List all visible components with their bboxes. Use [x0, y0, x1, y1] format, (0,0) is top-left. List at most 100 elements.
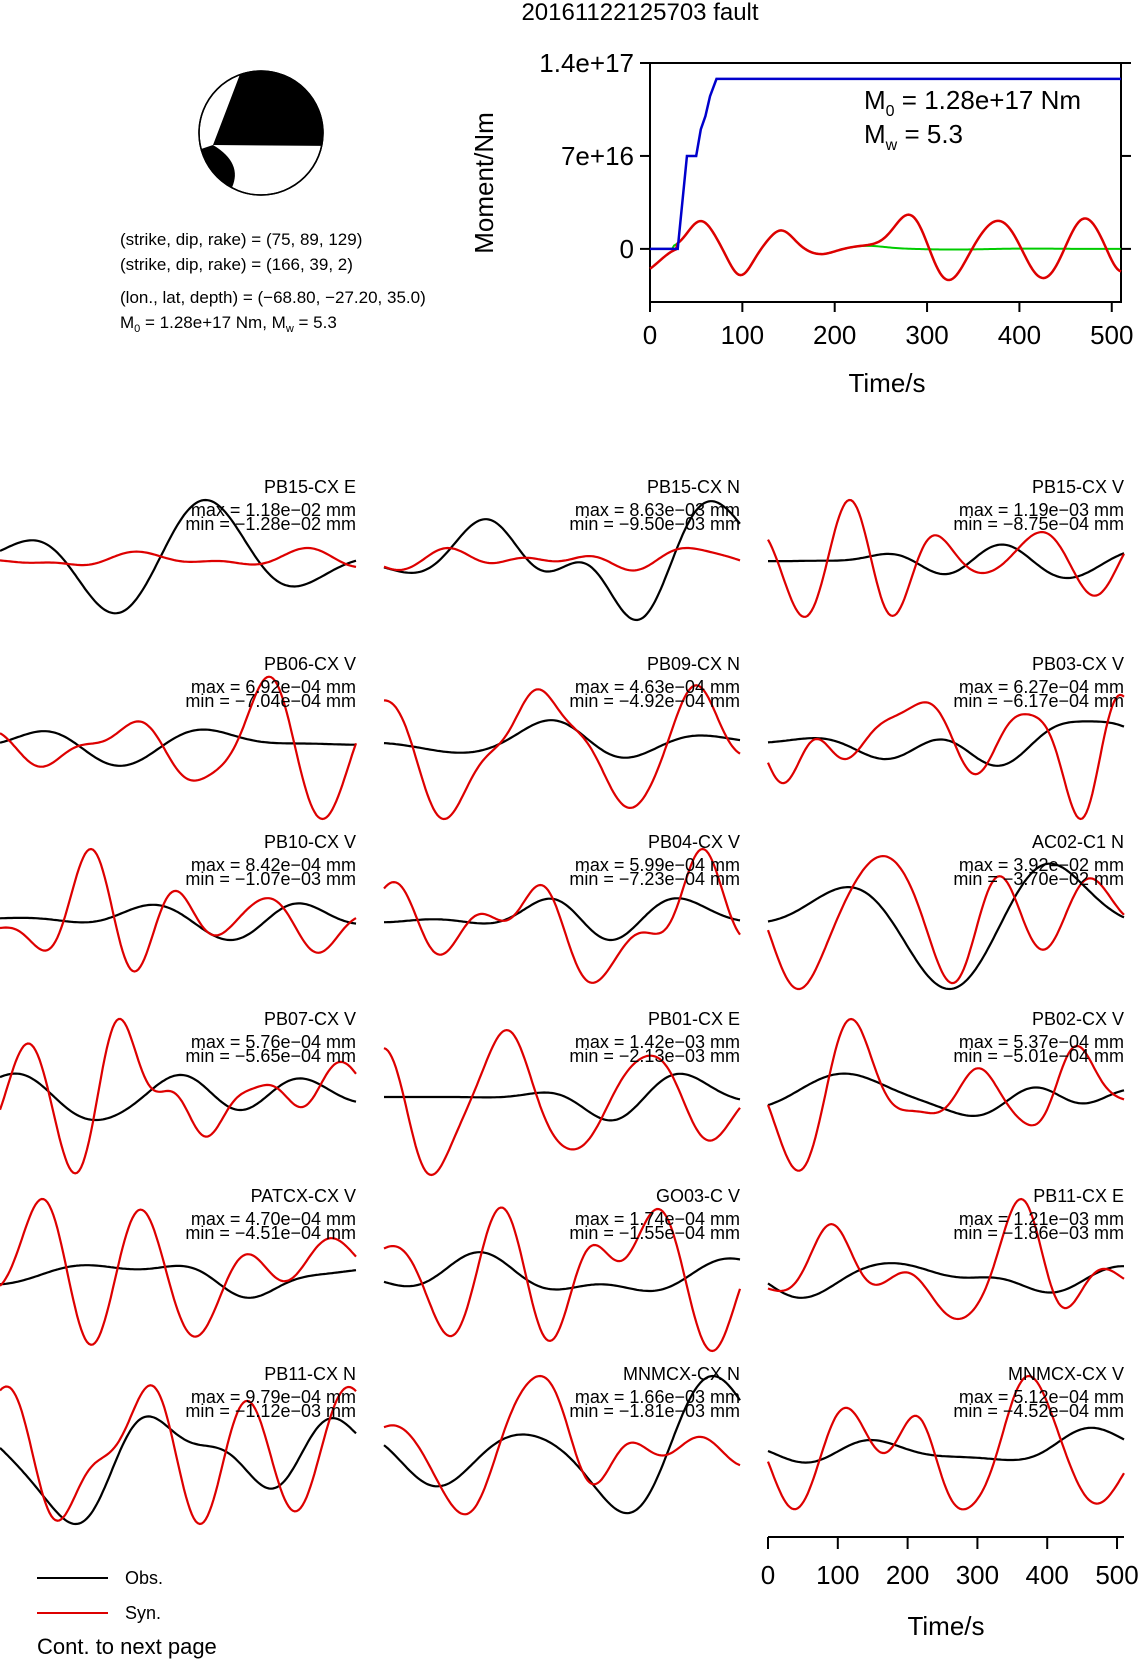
station-min: min = −1.86e−03 mm — [953, 1223, 1124, 1243]
moment-x-tick-label: 200 — [813, 320, 856, 350]
obs-waveform — [384, 1072, 741, 1122]
station-max: max = 6.27e−04 mm — [959, 677, 1124, 697]
station-min: min = −6.17e−04 mm — [953, 691, 1124, 711]
moment-x-ticks: 0 100 200 300 400 500 — [643, 302, 1133, 350]
station-name: MNMCX-CX V — [1008, 1364, 1124, 1384]
obs-waveform — [383, 719, 741, 759]
obs-waveform — [768, 543, 1125, 580]
station-max: max = 8.42e−04 mm — [191, 855, 356, 875]
station-min: min = −1.81e−03 mm — [569, 1401, 740, 1421]
station-min: min = −5.01e−04 mm — [953, 1046, 1124, 1066]
station-max: max = 6.92e−04 mm — [191, 677, 356, 697]
station-max: max = 5.37e−04 mm — [959, 1032, 1124, 1052]
moment-mw-annotation: Mw = 5.3 — [864, 119, 963, 154]
station-min: min = −2.13e−03 mm — [569, 1046, 740, 1066]
station-max: max = 1.19e−03 mm — [959, 500, 1124, 520]
obs-waveform — [384, 897, 741, 942]
station-name: PB04-CX V — [648, 832, 740, 852]
obs-waveform — [383, 1251, 741, 1293]
obs-waveform — [0, 1264, 357, 1299]
station-max: max = 4.70e−04 mm — [191, 1209, 356, 1229]
station-max: max = 5.76e−04 mm — [191, 1032, 356, 1052]
station-max: max = 1.42e−03 mm — [575, 1032, 740, 1052]
legend-syn-label: Syn. — [125, 1603, 161, 1623]
station-min: min = −4.92e−04 mm — [569, 691, 740, 711]
station-max: max = 1.66e−03 mm — [575, 1387, 740, 1407]
syn-waveform — [766, 1374, 1125, 1511]
station-min: min = −1.55e−04 mm — [569, 1223, 740, 1243]
syn-waveform — [0, 1017, 357, 1175]
syn-waveform — [383, 847, 741, 984]
station-name: PB06-CX V — [264, 654, 356, 674]
station-min: min = −1.12e−03 mm — [185, 1401, 356, 1421]
syn-waveform — [0, 847, 357, 973]
syn-waveform — [383, 1206, 742, 1353]
beach-ball-compression-upper — [213, 71, 323, 146]
station-max: max = 8.63e−03 mm — [575, 500, 740, 520]
station-min: min = −9.50e−03 mm — [569, 514, 740, 534]
syn-waveform — [767, 1197, 1125, 1321]
station-name: PB11-CX N — [264, 1364, 356, 1384]
moment-y-tick-label: 7e+16 — [561, 141, 634, 171]
syn-waveform — [766, 1017, 1125, 1172]
obs-waveform — [0, 1415, 357, 1526]
station-name: PB01-CX E — [648, 1009, 740, 1029]
station-min: min = −3.70e−02 mm — [953, 869, 1124, 889]
moment-x-tick-label: 0 — [643, 320, 657, 350]
moment-y-tick-label: 1.4e+17 — [539, 48, 634, 78]
syn-waveform — [0, 1384, 357, 1526]
syn-waveform — [0, 675, 358, 821]
syn-waveform — [383, 546, 741, 572]
beach-ball-compression-lower — [201, 145, 235, 188]
moment-y-ticks: 0 7e+16 1.4e+17 — [539, 48, 1131, 264]
station-max: max = 9.79e−04 mm — [191, 1387, 356, 1407]
syn-waveform — [383, 1374, 741, 1516]
station-name: PATCX-CX V — [251, 1186, 356, 1206]
obs-waveform — [767, 1426, 1125, 1464]
syn-waveform — [383, 1028, 741, 1177]
waveform-time-axis: Time/s 0 100 200 300 400 500 — [761, 1536, 1139, 1641]
waveform-x-tick-label: 400 — [1026, 1560, 1069, 1590]
obs-waveform — [767, 862, 1125, 991]
station-name: PB10-CX V — [264, 832, 356, 852]
station-max: max = 5.12e−04 mm — [959, 1387, 1124, 1407]
obs-waveform — [767, 1262, 1124, 1299]
waveform-x-tick-label: 100 — [816, 1560, 859, 1590]
station-max: max = 4.63e−04 mm — [575, 677, 740, 697]
waveform-x-tick-label: 500 — [1095, 1560, 1138, 1590]
station-min: min = −4.52e−04 mm — [953, 1401, 1124, 1421]
magnitude-line: M0 = 1.28e+17 Nm, Mw = 5.3 — [120, 313, 337, 335]
syn-waveform — [0, 1197, 357, 1346]
mechanism-line-2: (strike, dip, rake) = (166, 39, 2) — [120, 255, 353, 274]
syn-waveform — [0, 546, 357, 568]
station-name: PB02-CX V — [1032, 1009, 1124, 1029]
station-name: GO03-C V — [656, 1186, 740, 1206]
moment-x-tick-label: 300 — [905, 320, 948, 350]
moment-x-tick-label: 100 — [721, 320, 764, 350]
moment-x-label: Time/s — [848, 368, 925, 398]
station-name: PB15-CX N — [647, 477, 740, 497]
obs-waveform — [767, 1072, 1125, 1118]
obs-waveform — [0, 902, 357, 942]
waveform-x-tick-label: 0 — [761, 1560, 775, 1590]
station-name: PB15-CX E — [264, 477, 356, 497]
station-min: min = −8.75e−04 mm — [953, 514, 1124, 534]
moment-panel: 0 7e+16 1.4e+17 0 100 200 300 400 500 Moment/Nm… — [469, 48, 1133, 398]
obs-waveform — [383, 1374, 741, 1515]
station-max: max = 3.92e−02 mm — [959, 855, 1124, 875]
station-min: min = −1.07e−03 mm — [185, 869, 356, 889]
moment-rate-syn-line — [649, 213, 1122, 282]
